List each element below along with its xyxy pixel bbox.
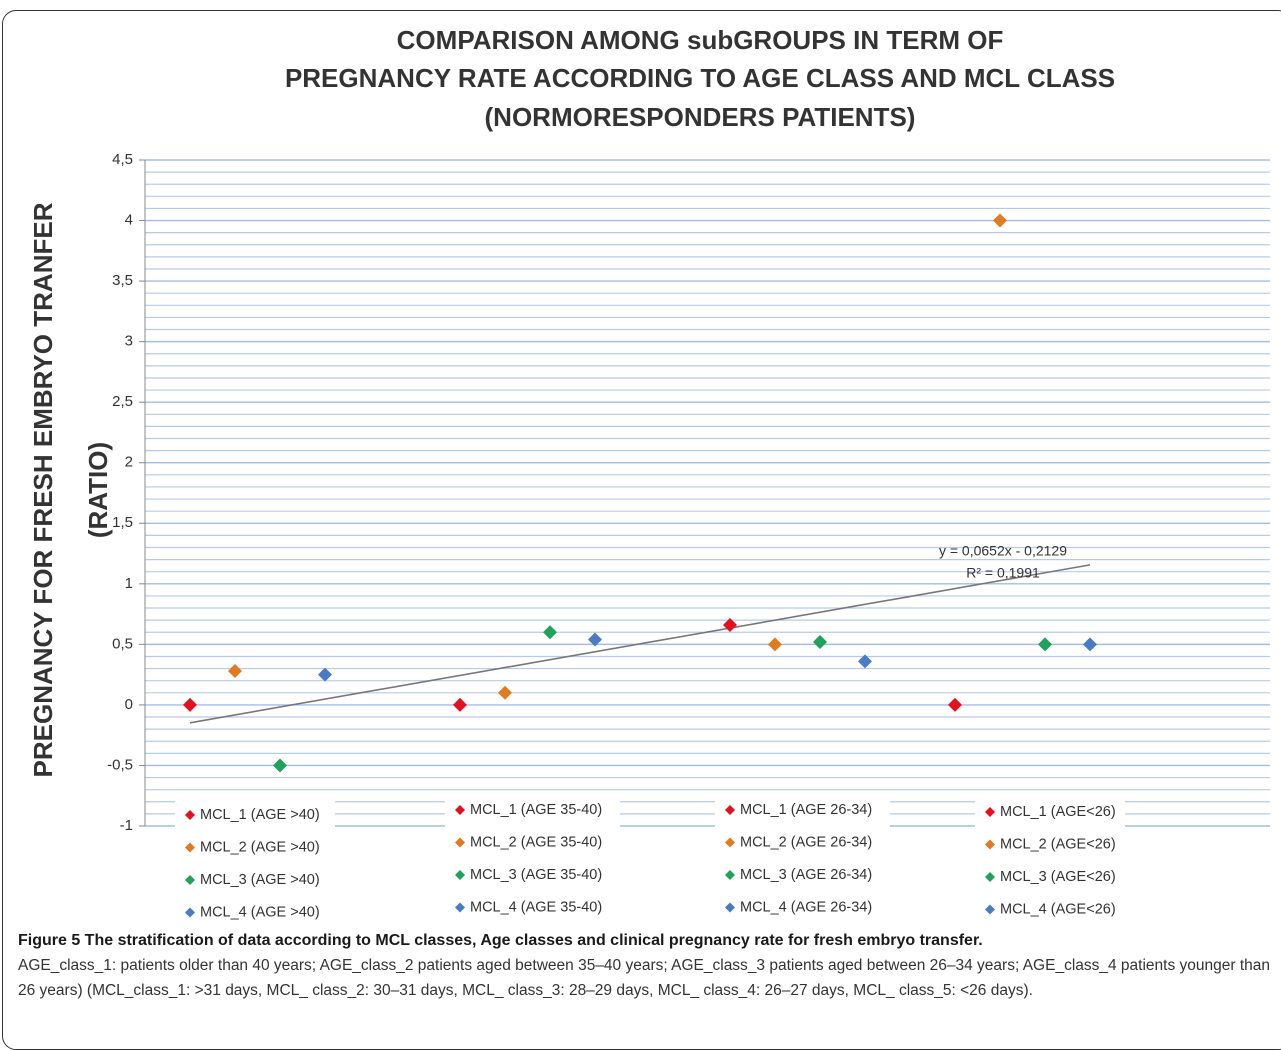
point	[543, 625, 557, 640]
y-tick-label: 4,5	[112, 151, 133, 168]
legend-label: MCL_4 (AGE<26)	[1000, 901, 1116, 917]
chart-title: PREGNANCY RATE ACCORDING TO AGE CLASS AN…	[285, 63, 1115, 93]
caption: Figure 5 The stratification of data acco…	[18, 928, 1273, 1003]
legend-marker	[985, 904, 995, 915]
legend-label: MCL_2 (AGE >40)	[200, 839, 320, 855]
point	[453, 697, 467, 712]
legend-marker	[185, 875, 195, 885]
y-tick-label: 0,5	[112, 635, 133, 652]
legend-background	[445, 796, 620, 921]
point	[1038, 637, 1052, 652]
point	[948, 697, 962, 712]
legend-marker	[185, 842, 195, 853]
legend-label: MCL_4 (AGE 35-40)	[470, 899, 602, 915]
legend-marker	[725, 870, 735, 880]
y-axis-label: (RATIO)	[83, 442, 113, 538]
legend-background	[175, 801, 335, 925]
trendline	[189, 564, 1091, 724]
point	[768, 637, 782, 652]
legend-marker	[985, 872, 995, 882]
legend-label: MCL_1 (AGE >40)	[200, 807, 320, 823]
point	[858, 654, 872, 669]
legend-label: MCL_2 (AGE 26-34)	[740, 834, 872, 850]
point	[588, 632, 602, 647]
chart-title: COMPARISON AMONG subGROUPS IN TERM OF	[397, 25, 1004, 55]
y-tick-label: 1,5	[112, 514, 133, 531]
point	[813, 634, 827, 649]
caption-title: Figure 5 The stratification of data acco…	[18, 932, 983, 949]
y-tick-label: 3,5	[112, 272, 133, 289]
legend-marker	[455, 837, 465, 848]
trendline-r2: R² = 0,1991	[966, 565, 1040, 581]
legend-marker	[725, 902, 735, 913]
point	[723, 617, 737, 632]
legend-marker	[455, 870, 465, 880]
point	[183, 697, 197, 712]
y-tick-label: 0	[125, 696, 133, 713]
legend-label: MCL_1 (AGE 26-34)	[740, 802, 872, 818]
legend-marker	[725, 837, 735, 848]
legend-label: MCL_1 (AGE 35-40)	[470, 802, 602, 818]
legend-label: MCL_3 (AGE 26-34)	[740, 867, 872, 883]
chart: COMPARISON AMONG subGROUPS IN TERM OF PR…	[27, 24, 1270, 925]
point	[273, 758, 287, 773]
point	[498, 685, 512, 700]
legend-label: MCL_4 (AGE 26-34)	[740, 899, 872, 915]
y-tick-label: 4	[125, 212, 133, 229]
point	[993, 213, 1007, 228]
point	[1083, 637, 1097, 652]
y-tick-label: -0,5	[107, 756, 133, 773]
y-tick-label: 2,5	[112, 393, 133, 410]
legend-background	[715, 796, 890, 921]
y-axis-label: PREGNANCY FOR FRESH EMBRYO TRANFER	[28, 202, 58, 777]
y-tick-label: 1	[125, 575, 133, 592]
legend-marker	[455, 902, 465, 913]
legend-label: MCL_3 (AGE >40)	[200, 872, 320, 888]
legend-background	[975, 798, 1125, 923]
point	[228, 664, 242, 679]
legend-label: MCL_3 (AGE<26)	[1000, 869, 1116, 885]
point	[318, 667, 332, 682]
y-tick-label: -1	[120, 817, 133, 834]
trendline-equation: y = 0,0652x - 0,2129	[939, 543, 1067, 559]
caption-text: AGE_class_1: patients older than 40 year…	[18, 957, 1271, 999]
y-tick-label: 3	[125, 333, 133, 350]
legend-label: MCL_2 (AGE<26)	[1000, 836, 1116, 852]
legend-label: MCL_2 (AGE 35-40)	[470, 834, 602, 850]
legend-label: MCL_1 (AGE<26)	[1000, 804, 1116, 820]
legend-marker	[985, 839, 995, 850]
legend-marker	[185, 810, 195, 820]
legend-label: MCL_3 (AGE 35-40)	[470, 867, 602, 883]
legend-marker	[725, 805, 735, 815]
legend-marker	[185, 907, 195, 918]
legend-label: MCL_4 (AGE >40)	[200, 904, 320, 920]
legend-marker	[985, 807, 995, 817]
chart-title: (NORMORESPONDERS PATIENTS)	[485, 102, 916, 132]
y-tick-label: 2	[125, 454, 133, 471]
legend-marker	[455, 805, 465, 815]
